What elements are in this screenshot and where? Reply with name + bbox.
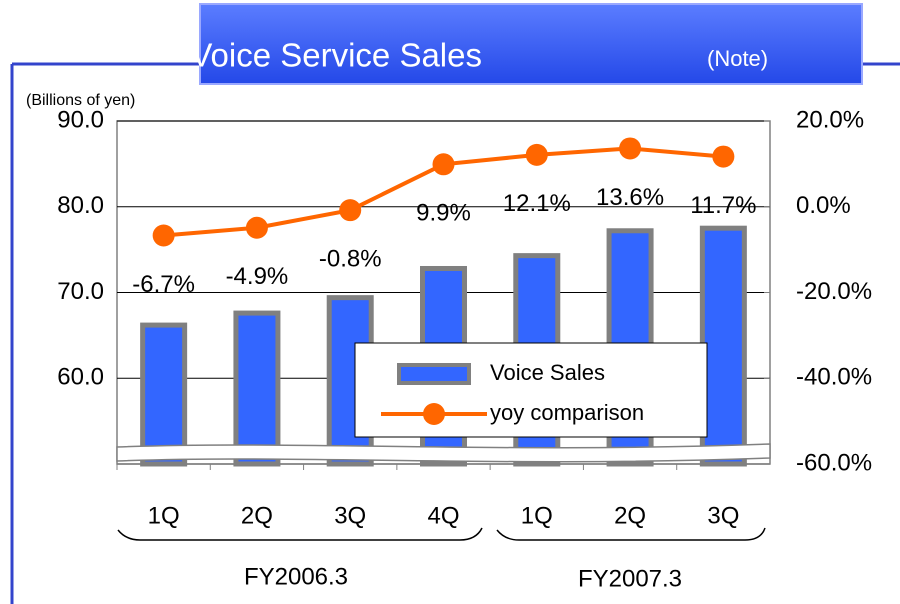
line-point (525, 143, 548, 166)
x-tick-label: 1Q (521, 502, 553, 529)
x-tick-label: 3Q (334, 502, 366, 529)
legend-bar-swatch (397, 363, 471, 385)
legend-label: Voice Sales (490, 360, 605, 385)
y2-tick-label: -40.0% (796, 364, 872, 391)
y2-tick-label: -20.0% (796, 278, 872, 305)
chart-title: Voice Service Sales (190, 37, 482, 74)
axis-break (116, 443, 771, 463)
data-label: 13.6% (596, 184, 664, 211)
group-label: FY2007.3 (578, 565, 682, 592)
x-tick-label: 3Q (707, 502, 739, 529)
data-label: 9.9% (416, 200, 471, 227)
legend (354, 342, 708, 438)
legend-label: yoy comparison (490, 400, 644, 425)
data-label: -0.8% (319, 246, 382, 273)
axis-label: (Billions of yen) (26, 92, 135, 109)
legend-line-swatch (423, 403, 445, 425)
title-note: (Note) (707, 46, 768, 71)
y2-tick-label: 0.0% (796, 192, 851, 219)
line-point (619, 137, 642, 160)
data-label: 12.1% (503, 190, 571, 217)
data-label: -6.7% (132, 271, 195, 298)
group-label: FY2006.3 (244, 563, 348, 590)
line-point (712, 145, 735, 168)
line-point (339, 199, 362, 222)
line-point (152, 224, 175, 247)
y-tick-label: 90.0 (57, 106, 104, 133)
data-label: -4.9% (226, 263, 289, 290)
group-bracket (496, 527, 766, 541)
group-bracket (117, 527, 483, 541)
bar (140, 322, 188, 467)
y-tick-label: 80.0 (57, 192, 104, 219)
y2-tick-label: -60.0% (796, 449, 872, 476)
y-tick-label: 60.0 (57, 364, 104, 391)
line-point (432, 153, 455, 176)
bar (233, 310, 281, 467)
x-tick-label: 1Q (148, 502, 180, 529)
line-point (245, 216, 268, 239)
x-tick-label: 2Q (614, 502, 646, 529)
title-box (199, 3, 863, 85)
y2-tick-label: 20.0% (796, 106, 864, 133)
x-tick-label: 2Q (241, 502, 273, 529)
y-tick-label: 70.0 (57, 278, 104, 305)
bar (699, 225, 747, 467)
x-tick-label: 4Q (427, 502, 459, 529)
data-label: 11.7% (690, 192, 756, 219)
